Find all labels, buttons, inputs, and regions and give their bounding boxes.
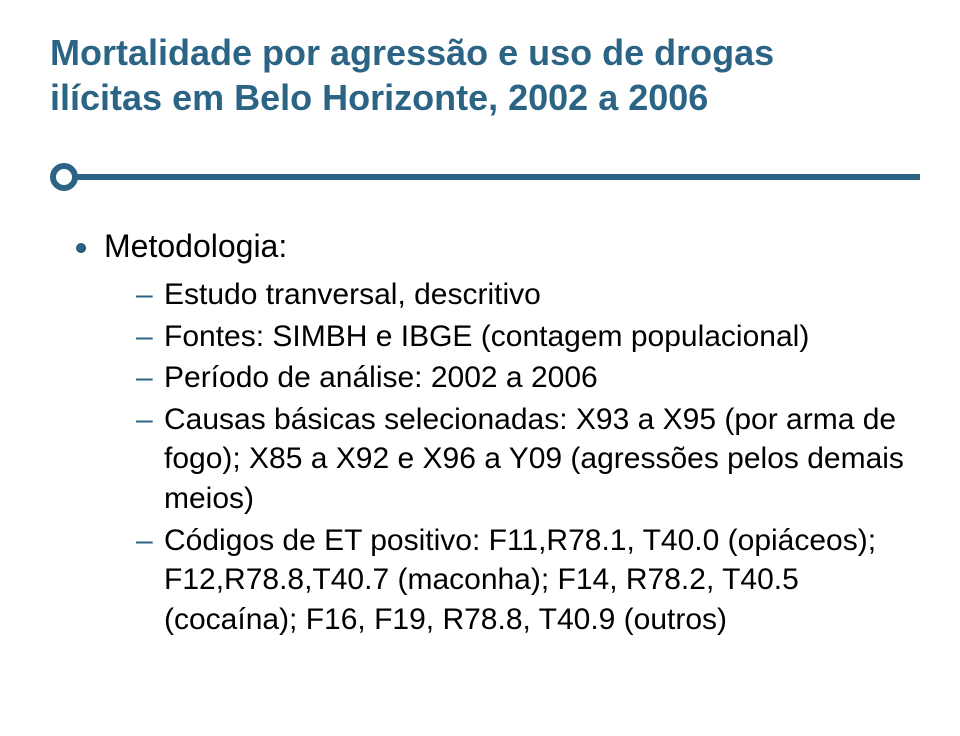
list-item-text: Causas básicas selecionadas: X93 a X95 (…: [164, 403, 904, 515]
list-item: Fontes: SIMBH e IBGE (contagem populacio…: [136, 317, 910, 357]
list-item-text: Estudo tranversal, descritivo: [164, 278, 541, 311]
sublist: Estudo tranversal, descritivo Fontes: SI…: [72, 275, 910, 639]
list-item: Códigos de ET positivo: F11,R78.1, T40.0…: [136, 521, 910, 640]
list-item: Período de análise: 2002 a 2006: [136, 358, 910, 398]
list-item-text: Códigos de ET positivo: F11,R78.1, T40.0…: [164, 524, 876, 636]
divider-dot-icon: [50, 163, 78, 191]
list-item-text: Período de análise: 2002 a 2006: [164, 361, 598, 394]
list-item: Causas básicas selecionadas: X93 a X95 (…: [136, 400, 910, 519]
list-item: Estudo tranversal, descritivo: [136, 275, 910, 315]
bullet-level1: Metodologia:: [72, 228, 910, 265]
slide-title: Mortalidade por agressão e uso de drogas…: [50, 30, 910, 120]
title-divider: [50, 160, 910, 200]
content-area: Metodologia: Estudo tranversal, descriti…: [50, 228, 910, 639]
list-item-text: Fontes: SIMBH e IBGE (contagem populacio…: [164, 320, 809, 353]
title-line-1: Mortalidade por agressão e uso de drogas: [50, 32, 774, 73]
level1-label: Metodologia:: [104, 228, 287, 264]
title-line-2: ilícitas em Belo Horizonte, 2002 a 2006: [50, 77, 708, 118]
divider-line: [60, 174, 920, 180]
